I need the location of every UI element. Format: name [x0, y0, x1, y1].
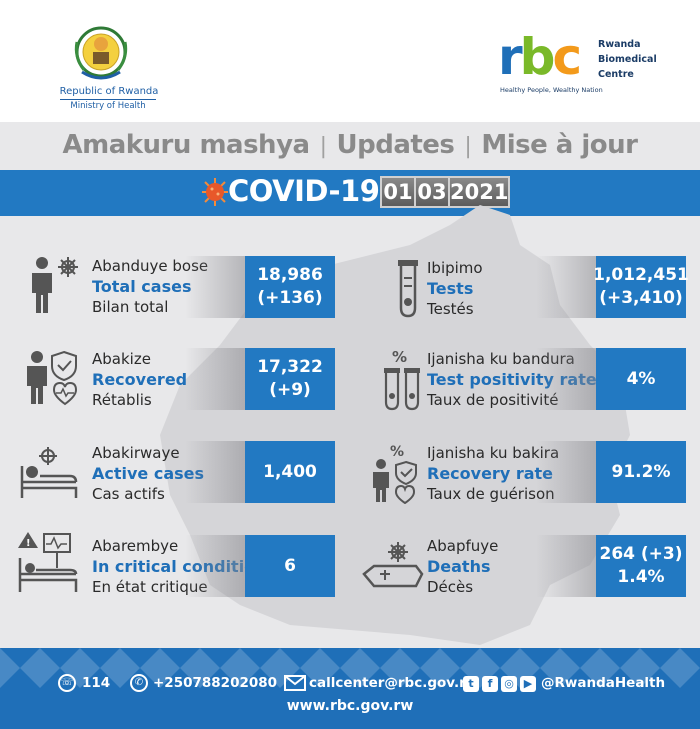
youtube-icon[interactable]: ▶	[520, 676, 536, 692]
positivity-value: 4%	[596, 348, 686, 410]
facebook-icon[interactable]: f	[482, 676, 498, 692]
gov-ministry-label: Ministry of Health	[60, 99, 156, 111]
hotline-link[interactable]: 114	[82, 675, 111, 691]
critical-bed-icon: !	[18, 532, 78, 592]
value-shade	[536, 256, 596, 318]
value-shade	[185, 348, 245, 410]
footer	[0, 648, 700, 729]
date-year: 2021	[448, 176, 510, 208]
patient-bed-icon	[20, 447, 78, 498]
value-shade	[536, 441, 596, 503]
total-cases-label: Abanduye bose Total cases Bilan total	[92, 257, 209, 316]
value-shade	[185, 441, 245, 503]
covid-banner	[0, 170, 700, 216]
coat-of-arms-icon	[74, 26, 128, 80]
person-shield-icon	[27, 350, 78, 406]
person-virus-icon	[32, 257, 78, 313]
website-link[interactable]: www.rbc.gov.rw	[286, 698, 414, 714]
person-percent-icon: %	[373, 444, 417, 504]
gov-republic-label: Republic of Rwanda	[59, 86, 159, 97]
rbc-tagline: Healthy People, Wealthy Nation	[500, 86, 603, 94]
whatsapp-icon: ✆	[130, 674, 148, 692]
email-link[interactable]: callcenter@rbc.gov.rw	[309, 675, 479, 691]
value-shade	[185, 535, 245, 597]
recovered-value: 17,322 (+9)	[245, 348, 335, 410]
tests-label: Ibipimo Tests Testés	[427, 259, 483, 318]
test-tube-icon	[398, 260, 418, 318]
deaths-value: 264 (+3) 1.4%	[596, 535, 686, 597]
date-day: 01	[380, 176, 416, 208]
recovered-label: Abakize Recovered Rétablis	[92, 350, 188, 409]
critical-value: 6	[245, 535, 335, 597]
twitter-icon[interactable]: t	[463, 676, 479, 692]
header: Republic of Rwanda Ministry of Health rb…	[0, 0, 700, 122]
date-month: 03	[414, 176, 450, 208]
svg-text:%: %	[390, 444, 404, 460]
deaths-label: Abapfuye Deaths Décès	[427, 537, 499, 596]
total-cases-value: 18,986 (+136)	[245, 256, 335, 318]
recovery-rate-label: Ijanisha ku bakira Recovery rate Taux de…	[427, 444, 560, 503]
coffin-icon	[362, 542, 424, 588]
virus-icon	[202, 178, 228, 206]
test-tubes-percent-icon: %	[384, 348, 420, 411]
value-shade	[536, 348, 596, 410]
active-cases-value: 1,400	[245, 441, 335, 503]
email-icon	[284, 675, 306, 691]
social-handle-link[interactable]: @RwandaHealth	[541, 675, 666, 691]
page-title: Amakuru mashya | Updates | Mise à jour	[62, 130, 638, 160]
covid-title: COVID-19	[228, 174, 380, 208]
svg-text:%: %	[392, 348, 407, 366]
rbc-full-name: Rwanda Biomedical Centre	[598, 39, 657, 80]
instagram-icon[interactable]: ◎	[501, 676, 517, 692]
svg-text:!: !	[26, 538, 31, 549]
phone-icon: ☏	[58, 674, 76, 692]
phone-link[interactable]: +250788202080	[153, 675, 278, 691]
rbc-logo: rbc	[498, 28, 582, 86]
active-cases-label: Abakirwaye Active cases Cas actifs	[92, 444, 205, 503]
value-shade	[185, 256, 245, 318]
value-shade	[536, 535, 596, 597]
tests-value: 1,012,451 (+3,410)	[593, 256, 689, 318]
recovery-rate-value: 91.2%	[596, 441, 686, 503]
critical-label: Abarembye In critical condition En état …	[92, 537, 267, 596]
